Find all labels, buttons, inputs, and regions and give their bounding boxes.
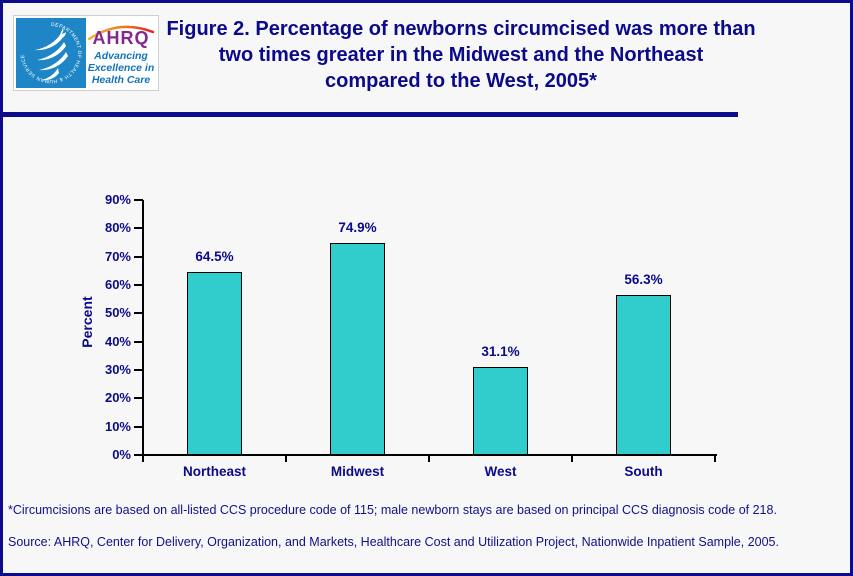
- y-tick-label: 20%: [104, 390, 131, 406]
- ahrq-tagline-line: Advancing: [94, 50, 148, 62]
- y-tick-label: 90%: [104, 192, 131, 207]
- y-tick: [134, 340, 143, 343]
- x-tick: [571, 456, 573, 462]
- y-tick-label: 40%: [104, 333, 131, 349]
- figure-title-line: compared to the West, 2005*: [325, 70, 597, 92]
- bar-value-label: 31.1%: [481, 343, 520, 359]
- figure-title: Figure 2. Percentage of newborns circumc…: [153, 16, 769, 94]
- header-divider: [3, 112, 738, 117]
- bar: [616, 295, 671, 455]
- x-tick: [428, 456, 430, 462]
- y-tick-label: 0%: [112, 447, 131, 462]
- y-tick-label: 50%: [104, 305, 131, 321]
- x-tick: [285, 456, 287, 462]
- bar-value-label: 56.3%: [624, 272, 663, 288]
- y-axis-line: [142, 200, 144, 457]
- y-tick: [134, 284, 143, 286]
- y-tick-label: 30%: [104, 362, 131, 377]
- hhs-ahrq-logo: DEPARTMENT OF HEALTH & HUMAN SERVICES · …: [13, 14, 159, 91]
- ahrq-tagline: Advancing Excellence in Health Care: [86, 50, 156, 86]
- y-tick-label: 80%: [104, 220, 131, 236]
- ahrq-rainbow-arc-icon: [87, 25, 155, 41]
- y-tick-label: 10%: [104, 418, 131, 434]
- x-category-label: West: [484, 464, 517, 479]
- bar-chart: Percent 0% 10% 20% 30% 40% 50% 60% 70% 80% 90% 64.…: [3, 3, 850, 573]
- ahrq-wordmark: AHRQ: [92, 28, 150, 48]
- figure-title-line: two times greater in the Midwest and the…: [218, 44, 704, 66]
- y-tick-label: 70%: [104, 248, 131, 264]
- y-tick: [134, 397, 143, 400]
- ahrq-tagline-line: Excellence in: [87, 62, 155, 74]
- bar: [187, 272, 242, 455]
- y-tick: [134, 454, 143, 456]
- y-tick: [134, 425, 143, 428]
- ahrq-tagline-line: Health Care: [91, 74, 151, 86]
- figure-title-line: Figure 2. Percentage of newborns circumc…: [166, 18, 756, 40]
- footnote: *Circumcisions are based on all-listed C…: [8, 503, 777, 517]
- x-tick: [142, 456, 144, 462]
- hhs-eagle-icon: DEPARTMENT OF HEALTH & HUMAN SERVICES · …: [14, 14, 82, 84]
- x-category-label: Northeast: [182, 464, 246, 479]
- bar-value-label: 64.5%: [195, 249, 234, 265]
- hhs-logo-icon: DEPARTMENT OF HEALTH & HUMAN SERVICES · …: [14, 14, 86, 88]
- y-tick: [134, 199, 143, 201]
- x-axis-line: [143, 454, 717, 456]
- y-tick: [134, 227, 143, 230]
- x-tick: [714, 456, 716, 462]
- ahrq-logo: AHRQ Advancing Excellence in Health Care: [86, 18, 156, 88]
- y-tick: [134, 369, 143, 371]
- x-category-label: Midwest: [330, 464, 385, 479]
- bar: [473, 366, 528, 455]
- y-tick-label: 60%: [104, 277, 131, 292]
- y-tick: [134, 312, 143, 315]
- x-category-label: South: [624, 464, 663, 479]
- bar: [330, 242, 385, 455]
- bar-value-label: 74.9%: [338, 219, 377, 235]
- source-note: Source: AHRQ, Center for Delivery, Organ…: [8, 535, 779, 549]
- y-tick: [134, 255, 143, 258]
